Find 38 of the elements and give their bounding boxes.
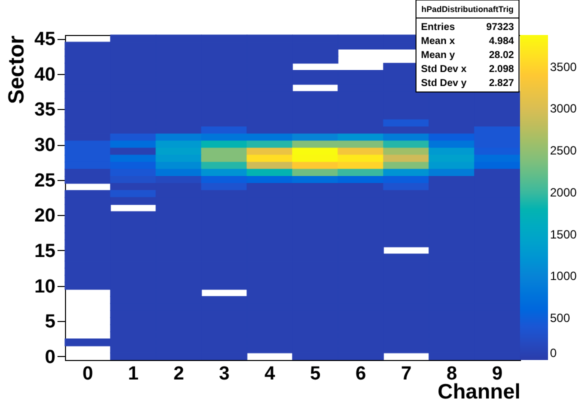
x-tick-label: 6 [355,364,366,384]
text: 97323 [486,22,514,33]
y-tick-label: 0 [44,346,56,368]
x-tick-label: 5 [310,364,321,384]
color-bar-label: 500 [550,311,570,326]
x-tick-label: 0 [82,364,94,384]
color-bar-label: 1000 [550,269,578,284]
y-tick-label: 15 [34,240,56,262]
annotation: Mean x [421,36,456,47]
y-axis-title: Sector [3,35,28,104]
y-tick-label: 40 [34,64,56,86]
color-bar-label: 0 [550,346,557,360]
annotation: 2.098 [488,64,514,75]
text: hPadDistributionaftTrig [421,4,514,14]
color-bar-label: 1500 [550,227,578,242]
annotation: Std Dev x [421,64,468,75]
color-bar-label: 3000 [550,102,578,116]
y-tick-label: 25 [34,170,56,192]
annotation: Std Dev y [421,78,468,89]
y-tick-label: 35 [34,100,56,121]
x-tick-label: 7 [400,364,412,384]
annotation: 2.827 [488,78,514,89]
annotation: Mean y [421,50,456,61]
annotation: 4.984 [488,36,514,47]
y-tick-label: 30 [34,135,56,156]
color-bar-label: 2000 [550,185,578,200]
y-tick-label: 10 [34,276,56,298]
color-bar-label: 3500 [550,60,578,74]
text: Entries [421,22,456,33]
color-bar-label: 2500 [550,144,578,158]
x-tick-label: 4 [264,364,276,384]
x-tick-label: 3 [218,364,230,384]
y-tick-label: 20 [34,206,56,227]
annotation: 28.02 [488,50,514,61]
y-tick-label: 45 [34,29,56,50]
y-tick-label: 5 [44,312,56,333]
x-tick-label: 1 [128,364,139,384]
x-tick-label: 2 [173,364,184,384]
